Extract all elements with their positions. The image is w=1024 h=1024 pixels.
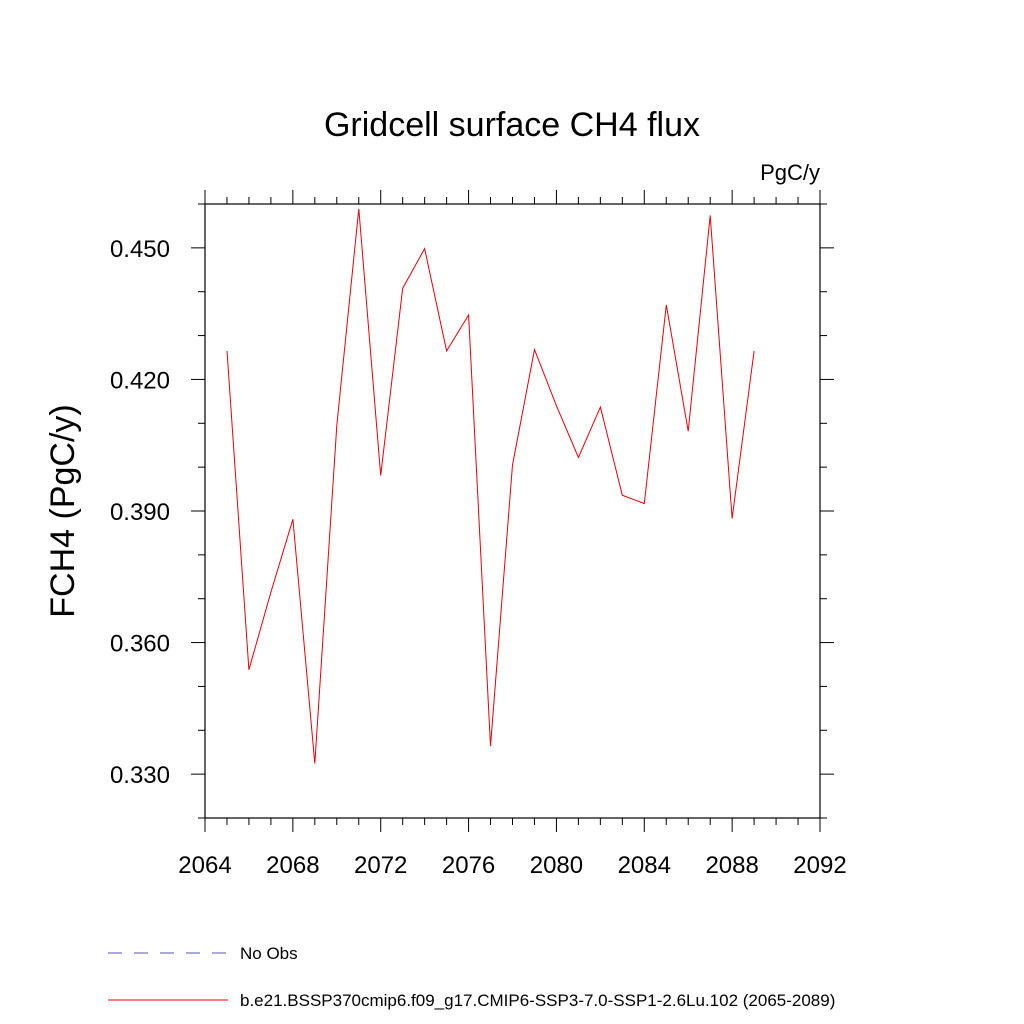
x-tick-label: 2088 bbox=[705, 852, 758, 879]
legend-label-no-obs: No Obs bbox=[240, 944, 298, 963]
units-label: PgC/y bbox=[760, 160, 820, 185]
y-axis-label: FCH4 (PgC/y) bbox=[44, 404, 82, 617]
x-tick-label: 2076 bbox=[442, 852, 495, 879]
chart-title: Gridcell surface CH4 flux bbox=[324, 106, 700, 144]
y-tick-label: 0.420 bbox=[110, 367, 170, 394]
legend: No Obs b.e21.BSSP370cmip6.f09_g17.CMIP6-… bbox=[108, 944, 835, 1010]
x-tick-label: 2084 bbox=[618, 852, 671, 879]
x-tick-label: 2068 bbox=[266, 852, 319, 879]
x-tick-label: 2080 bbox=[530, 852, 583, 879]
y-tick-label: 0.390 bbox=[110, 499, 170, 526]
series-layer bbox=[226, 208, 755, 764]
x-tick-label: 2092 bbox=[793, 852, 846, 879]
y-tick-label: 0.360 bbox=[110, 631, 170, 658]
x-tick-label: 2072 bbox=[354, 852, 407, 879]
plot-frame bbox=[204, 203, 821, 819]
axis-ticks bbox=[191, 190, 834, 832]
y-tick-label: 0.330 bbox=[110, 762, 170, 789]
y-tick-label: 0.450 bbox=[110, 236, 170, 263]
legend-label-series: b.e21.BSSP370cmip6.f09_g17.CMIP6-SSP3-7.… bbox=[240, 991, 835, 1010]
x-tick-label: 2064 bbox=[178, 852, 231, 879]
tick-labels: 2064 2068 2072 2076 2080 2084 2088 2092 0.330 0.3… bbox=[110, 236, 847, 879]
series-line-0 bbox=[226, 208, 755, 764]
